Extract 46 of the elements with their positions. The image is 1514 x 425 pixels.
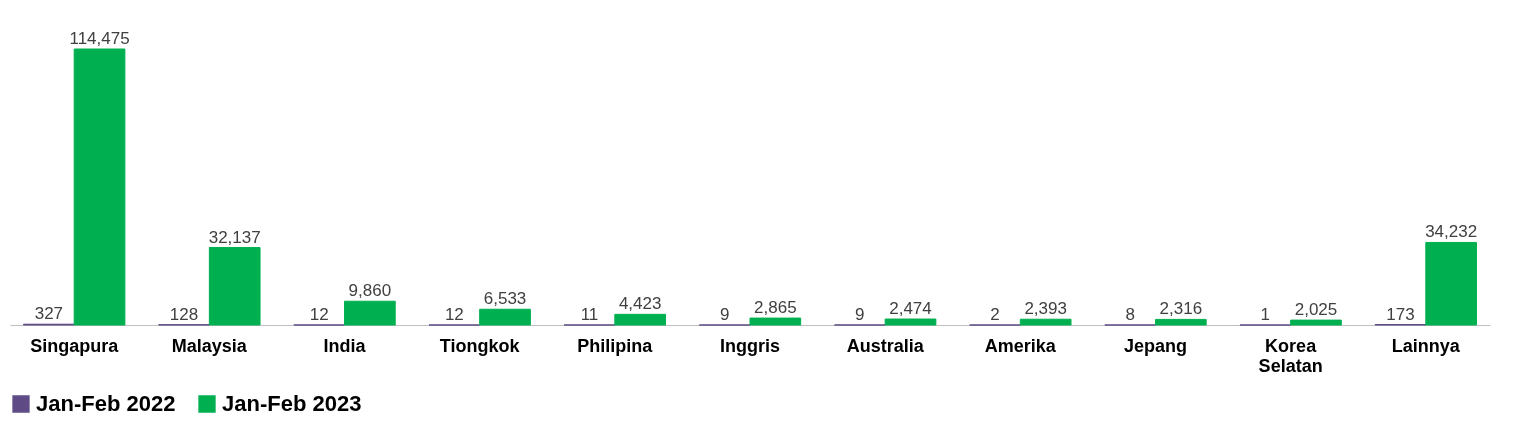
bar (1019, 318, 1072, 326)
data-label: 9 (719, 304, 730, 324)
x-tick-label: Tiongkok (439, 335, 521, 356)
x-tick-label: Jepang (1123, 335, 1187, 356)
data-label: 128 (169, 304, 199, 324)
bar (884, 318, 937, 326)
x-tick-label: Amerika (984, 335, 1057, 356)
data-label: 2,474 (889, 299, 932, 319)
data-label: 1 (1260, 305, 1271, 324)
x-tick-label: Philipina (577, 335, 654, 356)
data-label: 34,232 (1425, 222, 1478, 242)
data-label: 12 (309, 304, 329, 324)
bar (1154, 318, 1207, 326)
legend-label: Jan-Feb 2022 (36, 391, 176, 416)
data-label: 2,316 (1159, 299, 1203, 319)
x-tick-label: Singapura (30, 335, 120, 356)
data-label: 2,865 (754, 298, 797, 318)
data-label: 2,393 (1024, 299, 1067, 319)
data-label: 11 (580, 304, 599, 324)
x-tick-label: Lainnya (1391, 335, 1461, 356)
data-label: 173 (1386, 304, 1415, 324)
bar (1425, 241, 1477, 326)
data-label: 114,475 (69, 29, 130, 48)
data-label: 8 (1125, 304, 1135, 324)
x-tick-label: Australia (846, 335, 925, 356)
bar (479, 308, 531, 326)
data-label: 32,137 (208, 227, 261, 247)
bar (208, 247, 261, 326)
bar (1290, 319, 1342, 326)
x-tick-label: Korea Selatan (1258, 335, 1323, 376)
bar (614, 313, 667, 326)
x-tick-label: Malaysia (171, 335, 248, 356)
data-label: 2 (990, 305, 1000, 324)
bar (344, 300, 396, 326)
data-label: 6,533 (483, 289, 527, 309)
data-label: 9,860 (348, 281, 392, 301)
x-tick-label: India (323, 335, 367, 356)
data-label: 9 (855, 304, 865, 324)
bar (73, 48, 126, 326)
data-label: 12 (444, 304, 464, 324)
data-label: 4,423 (618, 294, 662, 314)
bar (749, 317, 802, 326)
data-label: 327 (34, 304, 64, 324)
legend-label: Jan-Feb 2023 (222, 391, 362, 416)
data-label: 2,025 (1294, 300, 1338, 320)
x-tick-label: Inggris (719, 335, 781, 356)
